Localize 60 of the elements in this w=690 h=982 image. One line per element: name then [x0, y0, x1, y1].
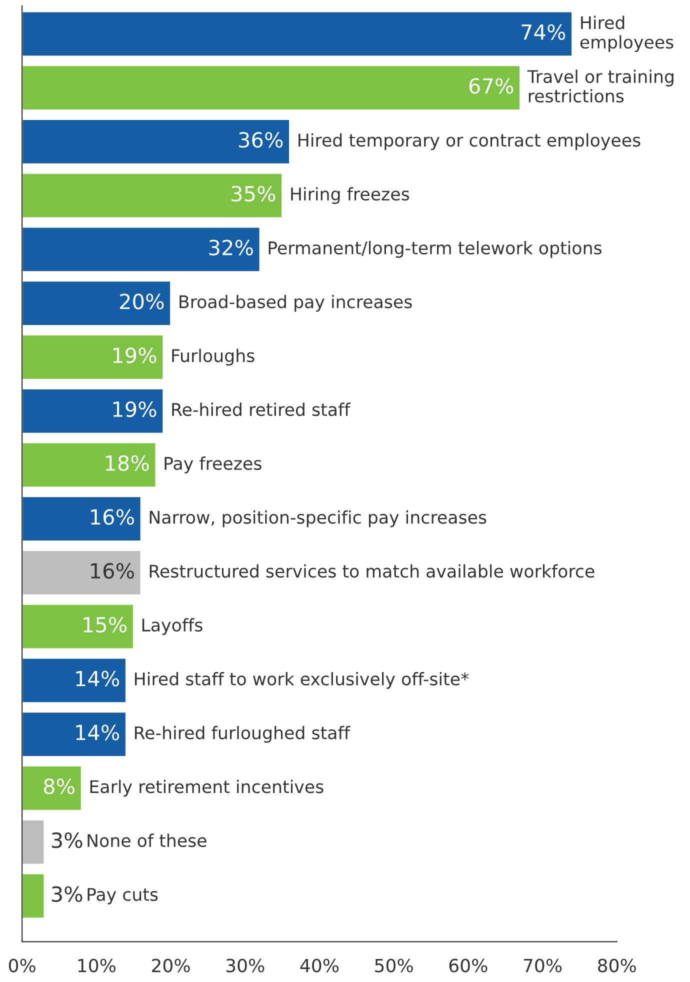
data-label: 36% — [239, 132, 283, 148]
data-label: 19% — [113, 401, 156, 418]
data-label: 35% — [232, 186, 276, 202]
y-tick-label: Narrow, position-specific pay increases — [150, 510, 486, 528]
y-tick-label: Permanent/long-term telework options — [268, 241, 602, 258]
bar — [22, 118, 290, 165]
x-tick-label: 20% — [152, 958, 190, 972]
bar — [22, 226, 261, 272]
bar — [22, 872, 46, 919]
x-tick-label: 0% — [8, 958, 36, 972]
x-tick-label: 40% — [300, 958, 339, 972]
bar — [22, 819, 46, 866]
bar — [22, 388, 164, 434]
data-label: 15% — [84, 616, 127, 633]
x-tick-label: 10% — [78, 958, 116, 972]
data-label: 74% — [522, 24, 566, 40]
y-tick-label: Pay cuts — [88, 888, 158, 904]
bar — [22, 280, 172, 326]
y-tick-label: Pay freezes — [164, 456, 262, 474]
y-tick-label: Re-hired retired staff — [172, 402, 351, 416]
data-label: 19% — [113, 347, 156, 364]
x-tick-label: 50% — [375, 958, 413, 972]
y-tick-label: Hired staff to work exclusively off-site* — [135, 672, 469, 689]
data-label: 14% — [76, 670, 120, 686]
bar — [22, 604, 134, 650]
x-tick-label: 60% — [449, 958, 488, 972]
data-label: 14% — [76, 724, 120, 740]
y-tick-label: Restructured services to match available workforce — [150, 564, 594, 578]
y-tick-label: Furloughs — [172, 348, 254, 366]
bar — [22, 496, 142, 542]
data-label: 16% — [91, 509, 134, 525]
bar — [22, 10, 573, 57]
data-label: 18% — [106, 455, 149, 471]
y-tick-label: Hired employees — [580, 16, 674, 52]
data-label: 3% — [52, 832, 82, 848]
y-tick-label: Hired temporary or contract employees — [298, 133, 640, 150]
data-label: 20% — [120, 294, 164, 310]
y-tick-label: Layoffs — [142, 618, 202, 635]
bar — [22, 711, 127, 758]
bar — [22, 765, 82, 812]
data-label: 67% — [469, 78, 514, 94]
y-tick-label: Re-hired furloughed staff — [135, 726, 350, 743]
bar — [22, 550, 142, 596]
x-tick-label: 80% — [598, 958, 636, 972]
x-tick-label: 70% — [524, 958, 562, 972]
bar — [22, 64, 521, 111]
y-tick-label: None of these — [88, 834, 206, 848]
y-tick-label: Hiring freezes — [291, 187, 410, 204]
y-tick-label: Early retirement incentives — [90, 780, 324, 797]
bar — [22, 172, 283, 219]
bar — [22, 334, 164, 380]
data-label: 8% — [44, 778, 74, 794]
x-tick-label: 30% — [226, 958, 264, 972]
bar — [22, 657, 127, 704]
y-tick-label: Travel or training restrictions — [527, 70, 674, 103]
bar — [22, 442, 157, 488]
data-label: 32% — [209, 240, 253, 256]
data-label: 16% — [91, 562, 134, 579]
data-label: 3% — [52, 886, 82, 902]
y-tick-label: Broad-based pay increases — [180, 294, 412, 312]
